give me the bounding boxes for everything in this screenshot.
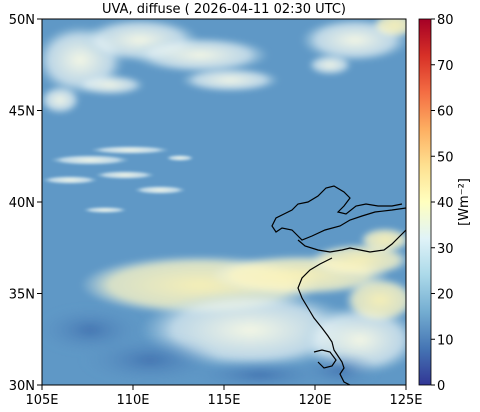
colorbar-tick-label: 30 — [437, 242, 454, 257]
cloud-band-northeast — [300, 19, 406, 75]
colorbar-tick-label: 40 — [437, 196, 454, 211]
bright-zone-south — [80, 228, 406, 375]
y-tick-label: 35N — [9, 288, 35, 303]
x-tick-label: 120E — [298, 393, 331, 408]
colorbar-tick-label: 60 — [437, 105, 454, 120]
coastline-jiangsu-inlet — [313, 349, 337, 369]
y-axis: 30N 35N 40N 45N 50N — [9, 13, 42, 394]
coastline — [271, 185, 406, 385]
dark-zone-southwest — [42, 305, 380, 385]
cloud-band-north — [42, 19, 280, 114]
colorbar-tick-label: 50 — [437, 150, 454, 165]
colorbar — [418, 18, 432, 386]
y-tick-label: 30N — [9, 379, 35, 394]
coastline-shandong — [297, 257, 351, 385]
x-tick-label: 105E — [25, 393, 58, 408]
colorbar-tick-label: 10 — [437, 333, 454, 348]
colorbar-tick-label: 20 — [437, 288, 454, 303]
coastline-liaodong-bohai — [271, 185, 406, 241]
x-axis: 105E 110E 115E 120E 125E — [25, 385, 423, 408]
colorbar-label: [Wm⁻²] — [457, 178, 472, 226]
x-tick-label: 115E — [207, 393, 240, 408]
cloud-streaks-mid — [42, 146, 194, 213]
y-tick-label: 50N — [9, 13, 35, 28]
colorbar-tick-label: 0 — [437, 379, 445, 394]
colorbar-axis: 0 10 20 30 40 50 60 70 80 — [431, 13, 454, 394]
colorbar-tick-label: 80 — [437, 13, 454, 28]
irradiance-field — [42, 19, 406, 385]
map-title: UVA, diffuse ( 2026-04-11 02:30 UTC) — [101, 2, 347, 17]
y-tick-label: 45N — [9, 105, 35, 120]
coastline-bohai-south — [297, 229, 406, 253]
x-tick-label: 110E — [116, 393, 149, 408]
y-tick-label: 40N — [9, 196, 35, 211]
x-tick-label: 125E — [389, 393, 422, 408]
colorbar-tick-label: 70 — [437, 59, 454, 74]
